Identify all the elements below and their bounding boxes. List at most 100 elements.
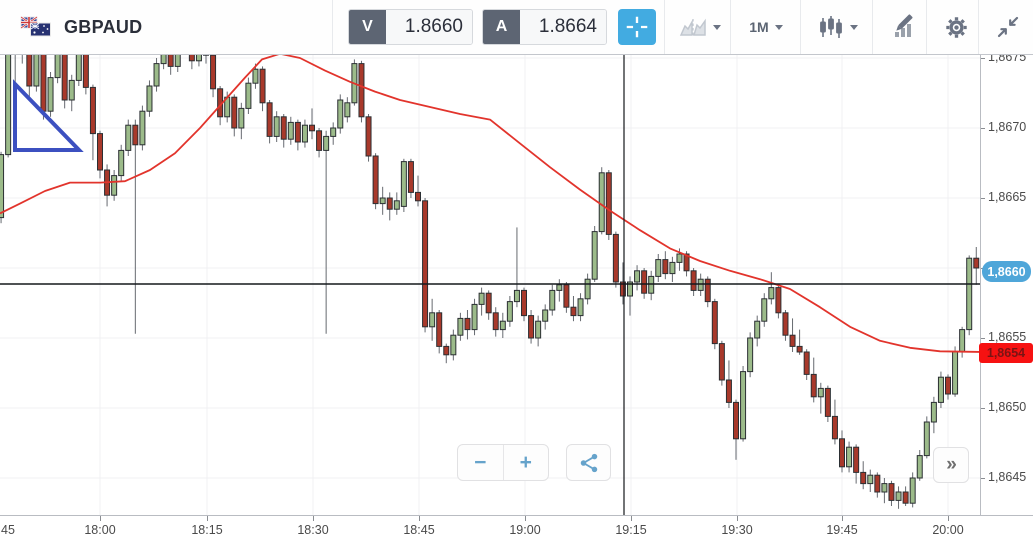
candle-down [464, 317, 471, 331]
candle-up [577, 298, 584, 317]
candle-up [457, 317, 464, 336]
candle-up [655, 259, 662, 277]
candle-down [824, 387, 831, 417]
candle-up [195, 54, 202, 62]
time-axis-label: 19:45 [826, 523, 858, 537]
price-tick [981, 57, 985, 59]
candle-up [47, 77, 54, 112]
candle-up [909, 477, 916, 504]
candle-up [323, 135, 330, 151]
chart-style-button[interactable] [808, 0, 868, 54]
candle-up [499, 320, 506, 331]
candle-down [386, 197, 393, 210]
candle-down [521, 289, 528, 317]
scroll-to-latest-button[interactable]: » [933, 447, 969, 483]
time-axis-label: 18:15 [191, 523, 223, 537]
indicators-button[interactable] [880, 0, 925, 54]
crosshair-icon [626, 16, 648, 38]
time-axis-label: 18:00 [84, 523, 116, 537]
candle-down [132, 124, 139, 146]
candle-up [959, 329, 966, 353]
candle-down [782, 312, 789, 336]
plot-layers [0, 54, 980, 515]
area-chart-icon [679, 18, 706, 36]
zoom-out-button[interactable]: − [474, 450, 487, 474]
candle-up [542, 309, 549, 322]
candle-down [803, 351, 810, 375]
candle-up [330, 127, 337, 137]
price-axis[interactable]: 1,86751,86701,86651,86601,86551,86501,86… [980, 50, 1033, 515]
interval-value: 1M [749, 19, 769, 35]
candle-up [634, 270, 641, 283]
collapse-icon [997, 16, 1019, 38]
candle-up [252, 68, 259, 84]
candle-up [867, 474, 874, 485]
candle-down [316, 130, 323, 151]
candle-up [344, 102, 351, 118]
candle-down [365, 116, 372, 157]
candle-up [238, 107, 245, 129]
toolbar-divider [800, 0, 801, 54]
candle-up [337, 99, 344, 129]
time-tick [100, 516, 101, 521]
candle-up [68, 79, 75, 101]
candle-down [280, 116, 287, 140]
candle-down [492, 312, 499, 331]
candle-up [627, 281, 634, 297]
time-tick [419, 516, 420, 521]
candle-down [407, 161, 414, 193]
candle-down [874, 474, 881, 493]
crosshair-button[interactable] [618, 9, 656, 45]
candlestick-chart[interactable] [0, 54, 1033, 515]
gb-au-flag-icon [20, 16, 52, 38]
candle-up [111, 175, 118, 196]
candle-up [740, 371, 747, 440]
candle-up [881, 483, 888, 493]
candle-up [174, 54, 181, 67]
candle-down [188, 54, 195, 62]
collapse-button[interactable] [986, 0, 1030, 54]
candle-down [259, 68, 266, 104]
ask-value: 1.8664 [520, 10, 606, 44]
candle-down [61, 54, 68, 101]
candle-up [379, 197, 386, 205]
candle-up [937, 376, 944, 403]
chart-type-button[interactable] [672, 0, 727, 54]
candle-up [598, 172, 605, 233]
bid-quote-button[interactable]: V 1.8660 [348, 9, 473, 45]
candle-up [5, 54, 12, 156]
price-tick [981, 407, 985, 409]
triangle-drawing[interactable] [13, 79, 84, 152]
candle-down [704, 278, 711, 303]
candle-up [817, 387, 824, 398]
toolbar-divider [872, 0, 873, 54]
time-tick [842, 516, 843, 521]
candle-up [761, 298, 768, 322]
candle-down [231, 96, 238, 129]
time-tick [631, 516, 632, 521]
ask-quote-button[interactable]: A 1.8664 [482, 9, 607, 45]
zoom-in-button[interactable]: + [519, 450, 532, 474]
symbol-title: GBPAUD [64, 17, 143, 37]
candle-up [895, 491, 902, 501]
time-axis-label: 45 [1, 523, 15, 537]
bid-label: V [349, 10, 386, 44]
time-axis-label: 19:15 [615, 523, 647, 537]
candle-down [690, 270, 697, 291]
candle-up [301, 124, 308, 143]
time-axis[interactable]: 45 18:00 18:15 18:30 18:45 19:00 19:15 19:30 19:… [0, 515, 1033, 549]
settings-button[interactable] [934, 0, 978, 54]
candle-down [82, 54, 89, 88]
candle-down [563, 284, 570, 308]
candle-up [146, 85, 153, 112]
share-icon [580, 453, 597, 472]
interval-button[interactable]: 1M [737, 0, 795, 54]
candle-up [754, 320, 761, 339]
candle-down [294, 121, 301, 143]
candle-up [846, 446, 853, 468]
candle-up [118, 149, 125, 177]
gear-icon [945, 16, 967, 38]
moving-average-line [0, 54, 980, 353]
share-button[interactable] [566, 444, 611, 481]
candle-down [422, 200, 429, 328]
